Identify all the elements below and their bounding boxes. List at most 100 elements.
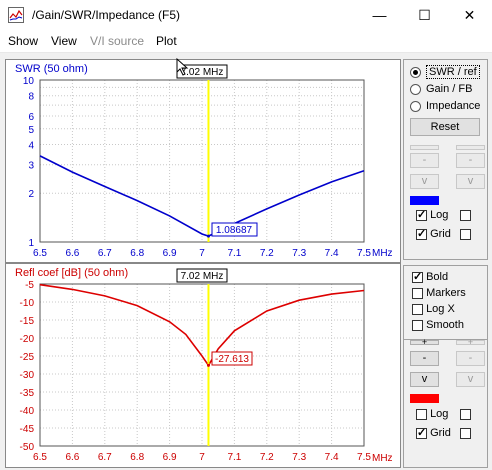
- title-bar: /Gain/SWR/Impedance (F5) — ☐ ✕: [0, 0, 492, 30]
- close-button[interactable]: ✕: [447, 0, 492, 30]
- y-tick-label: -50: [20, 442, 35, 453]
- refl-x-unit: MHz: [372, 453, 393, 464]
- swr-marker-freq-label: 7.02 MHz: [181, 67, 224, 78]
- y-tick-label: -25: [20, 352, 35, 363]
- bottom-left-plus-button[interactable]: +: [410, 338, 439, 347]
- bold-checkbox[interactable]: Bold: [412, 270, 448, 283]
- refl-curve: [39, 283, 365, 367]
- y-tick-label: -35: [20, 388, 35, 399]
- top-left-up-button[interactable]: [410, 145, 439, 150]
- y-tick-label: 3: [28, 161, 34, 172]
- y-tick-label: -20: [20, 334, 35, 345]
- top-right-minus-button[interactable]: -: [456, 153, 485, 168]
- markers-checkbox[interactable]: Markers: [412, 287, 466, 299]
- bottom-right-v-button[interactable]: v: [456, 372, 485, 387]
- bottom-log-checkbox[interactable]: Log: [416, 408, 448, 420]
- bottom-control-panel: + + - - v v Log Grid: [403, 338, 488, 468]
- y-tick-label: -30: [20, 370, 35, 381]
- y-tick-label: 5: [28, 125, 34, 136]
- refl-marker-value-label: -27.613: [215, 354, 249, 365]
- radio-swr-ref[interactable]: SWR / ref: [410, 65, 480, 82]
- refl-grid: [39, 283, 365, 447]
- radio-impedance[interactable]: Impedance: [410, 100, 480, 116]
- top-log2-checkbox[interactable]: [460, 209, 471, 221]
- menu-bar: Show View V/I source Plot: [0, 30, 492, 53]
- x-tick-label: 6.5: [33, 248, 47, 259]
- y-tick-label: 1: [28, 238, 34, 249]
- swr-marker-value-label: 1.08687: [216, 225, 253, 236]
- marker-point: [206, 363, 210, 367]
- swr-chart: 10 8 6 5 4 3 2 1 6.5 6.6 6.7 6.8 6.9 7 7.1 7.2 7.3 7.4 7.…: [15, 63, 393, 259]
- y-tick-label: -15: [20, 316, 35, 327]
- x-tick-label: 7.3: [292, 248, 306, 259]
- x-tick-label: 6.8: [130, 452, 144, 463]
- top-right-v-button[interactable]: v: [456, 174, 485, 189]
- swr-plot-pane[interactable]: 10 8 6 5 4 3 2 1 6.5 6.6 6.7 6.8 6.9 7 7.1 7.2 7.3 7.4 7.…: [5, 59, 401, 263]
- bottom-right-plus-button[interactable]: +: [456, 338, 485, 347]
- refl-marker-freq-label: 7.02 MHz: [181, 271, 224, 282]
- minimize-button[interactable]: —: [357, 0, 402, 30]
- swr-x-unit: MHz: [372, 248, 393, 259]
- y-tick-label: 10: [23, 76, 35, 87]
- bottom-left-v-button[interactable]: v: [410, 372, 439, 387]
- plot-border: [39, 283, 365, 447]
- y-tick-label: 8: [28, 92, 34, 103]
- maximize-button[interactable]: ☐: [402, 0, 447, 30]
- swr-x-axis: 6.5 6.6 6.7 6.8 6.9 7 7.1 7.2 7.3 7.4 7.5: [33, 248, 371, 259]
- swr-plot-title: SWR (50 ohm): [15, 63, 88, 75]
- top-log-checkbox[interactable]: Log: [416, 208, 448, 221]
- x-tick-label: 7.5: [357, 248, 371, 259]
- top-right-up-button[interactable]: [456, 145, 485, 150]
- bottom-right-minus-button[interactable]: -: [456, 351, 485, 366]
- menu-show[interactable]: Show: [8, 34, 39, 48]
- swr-grid: [39, 79, 365, 243]
- marker-point: [206, 234, 210, 238]
- plot-border: [39, 79, 365, 243]
- x-tick-label: 6.7: [98, 452, 112, 463]
- refl-chart: -5-10-15-20-25-30-35-40-45-50 6.5 6.6 6.7 6…: [15, 267, 393, 464]
- bottom-grid-checkbox[interactable]: Grid: [416, 426, 451, 439]
- swr-y-axis: 10 8 6 5 4 3 2 1: [23, 76, 35, 249]
- y-tick-label: -5: [25, 280, 34, 291]
- swr-color-swatch[interactable]: [410, 196, 439, 205]
- x-tick-label: 7.2: [260, 452, 274, 463]
- x-tick-label: 7.1: [227, 452, 241, 463]
- bottom-options-panel: Bold Markers Log X Smooth: [403, 265, 488, 340]
- refl-x-axis: 6.5 6.6 6.7 6.8 6.9 7 7.1 7.2 7.3 7.4 7.5: [33, 452, 371, 463]
- menu-vi-source[interactable]: V/I source: [90, 34, 145, 48]
- bottom-left-minus-button[interactable]: -: [410, 351, 439, 366]
- close-icon: ✕: [463, 7, 476, 23]
- x-tick-label: 7.3: [292, 452, 306, 463]
- top-left-v-button[interactable]: v: [410, 174, 439, 189]
- menu-view[interactable]: View: [51, 34, 77, 48]
- chart-icon: [8, 7, 24, 23]
- x-tick-label: 7.1: [227, 248, 241, 259]
- logx-checkbox[interactable]: Log X: [412, 303, 455, 315]
- y-tick-label: 4: [28, 140, 34, 151]
- refl-plot-title: Refl coef [dB] (50 ohm): [15, 267, 128, 279]
- smooth-checkbox[interactable]: Smooth: [412, 319, 464, 331]
- menu-plot[interactable]: Plot: [156, 34, 177, 48]
- mouse-cursor-icon: [176, 58, 189, 76]
- x-tick-label: 7.4: [325, 248, 339, 259]
- refl-color-swatch[interactable]: [410, 394, 439, 403]
- y-tick-label: -40: [20, 406, 35, 417]
- x-tick-label: 6.7: [98, 248, 112, 259]
- x-tick-label: 6.8: [130, 248, 144, 259]
- swr-curve: [39, 155, 365, 237]
- x-tick-label: 6.6: [65, 452, 79, 463]
- main-area: 10 8 6 5 4 3 2 1 6.5 6.6 6.7 6.8 6.9 7 7.1 7.2 7.3 7.4 7.…: [0, 53, 492, 469]
- refl-marker-value-box: [211, 351, 253, 366]
- x-tick-label: 7.2: [260, 248, 274, 259]
- radio-gain-fb[interactable]: Gain / FB: [410, 83, 472, 99]
- top-grid2-checkbox[interactable]: [460, 228, 471, 240]
- x-tick-label: 7: [199, 452, 205, 463]
- x-tick-label: 6.9: [163, 248, 177, 259]
- top-grid-checkbox[interactable]: Grid: [416, 227, 451, 240]
- bottom-grid2-checkbox[interactable]: [460, 427, 471, 439]
- reset-button[interactable]: Reset: [410, 118, 480, 136]
- top-left-minus-button[interactable]: -: [410, 153, 439, 168]
- y-tick-label: -10: [20, 298, 35, 309]
- bottom-log2-checkbox[interactable]: [460, 408, 471, 420]
- refl-plot-pane[interactable]: -5 -10 -15 -20 -25 -30 -35 -40 -45 -50 6.5 6.6 6.7 6…: [5, 263, 401, 468]
